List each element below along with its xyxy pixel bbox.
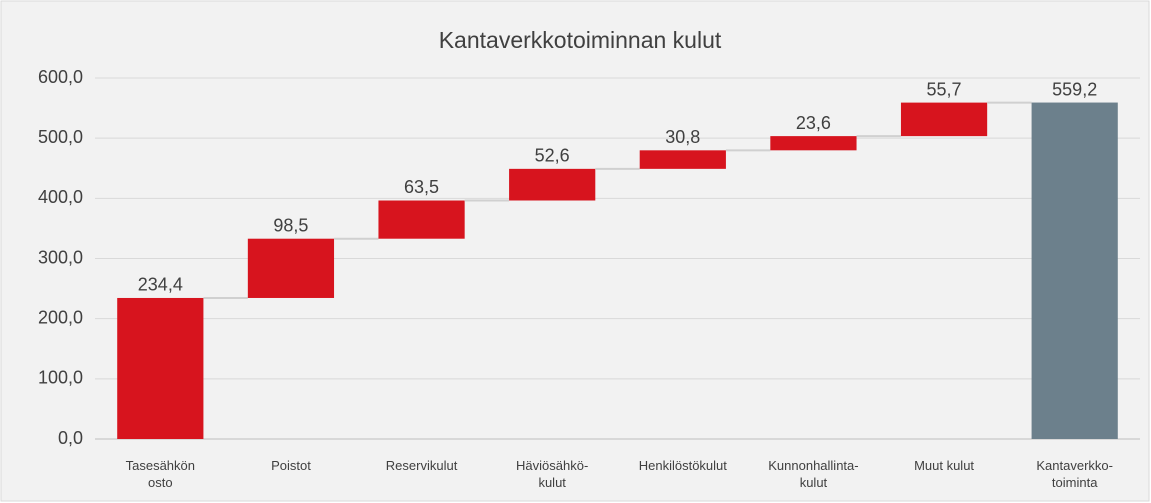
x-tick-label: Reservikulut <box>386 458 458 473</box>
x-tick-label: Muut kulut <box>914 458 974 473</box>
chart-title: Kantaverkkotoiminnan kulut <box>439 27 722 53</box>
y-tick-label: 400,0 <box>38 187 83 207</box>
x-tick-label: Häviösähkö-kulut <box>516 458 588 490</box>
x-tick-label: Tasesähkön osto <box>126 458 195 490</box>
bar <box>378 200 465 239</box>
value-label: 23,6 <box>796 113 831 133</box>
y-tick-label: 200,0 <box>38 307 83 327</box>
bar <box>509 168 596 201</box>
y-tick-label: 0,0 <box>58 428 83 448</box>
value-label: 559,2 <box>1052 79 1097 99</box>
value-label: 63,5 <box>404 177 439 197</box>
x-tick-label: Kunnonhallinta-kulut <box>768 458 858 490</box>
x-tick-label: Henkilöstökulut <box>639 458 728 473</box>
x-tick-label: Poistot <box>271 458 311 473</box>
value-label: 30,8 <box>665 127 700 147</box>
y-tick-label: 100,0 <box>38 368 83 388</box>
bar <box>900 102 988 137</box>
bar <box>639 150 726 169</box>
y-tick-label: 600,0 <box>38 67 83 87</box>
bar <box>1031 102 1118 439</box>
value-label: 98,5 <box>273 215 308 235</box>
bar <box>770 136 857 151</box>
bar <box>117 297 204 439</box>
y-tick-label: 300,0 <box>38 247 83 267</box>
value-label: 55,7 <box>927 79 962 99</box>
value-label: 52,6 <box>535 146 570 166</box>
x-tick-label: Kantaverkko-toiminta <box>1036 458 1113 490</box>
y-tick-label: 500,0 <box>38 127 83 147</box>
bar <box>247 238 335 298</box>
value-label: 234,4 <box>138 275 183 295</box>
